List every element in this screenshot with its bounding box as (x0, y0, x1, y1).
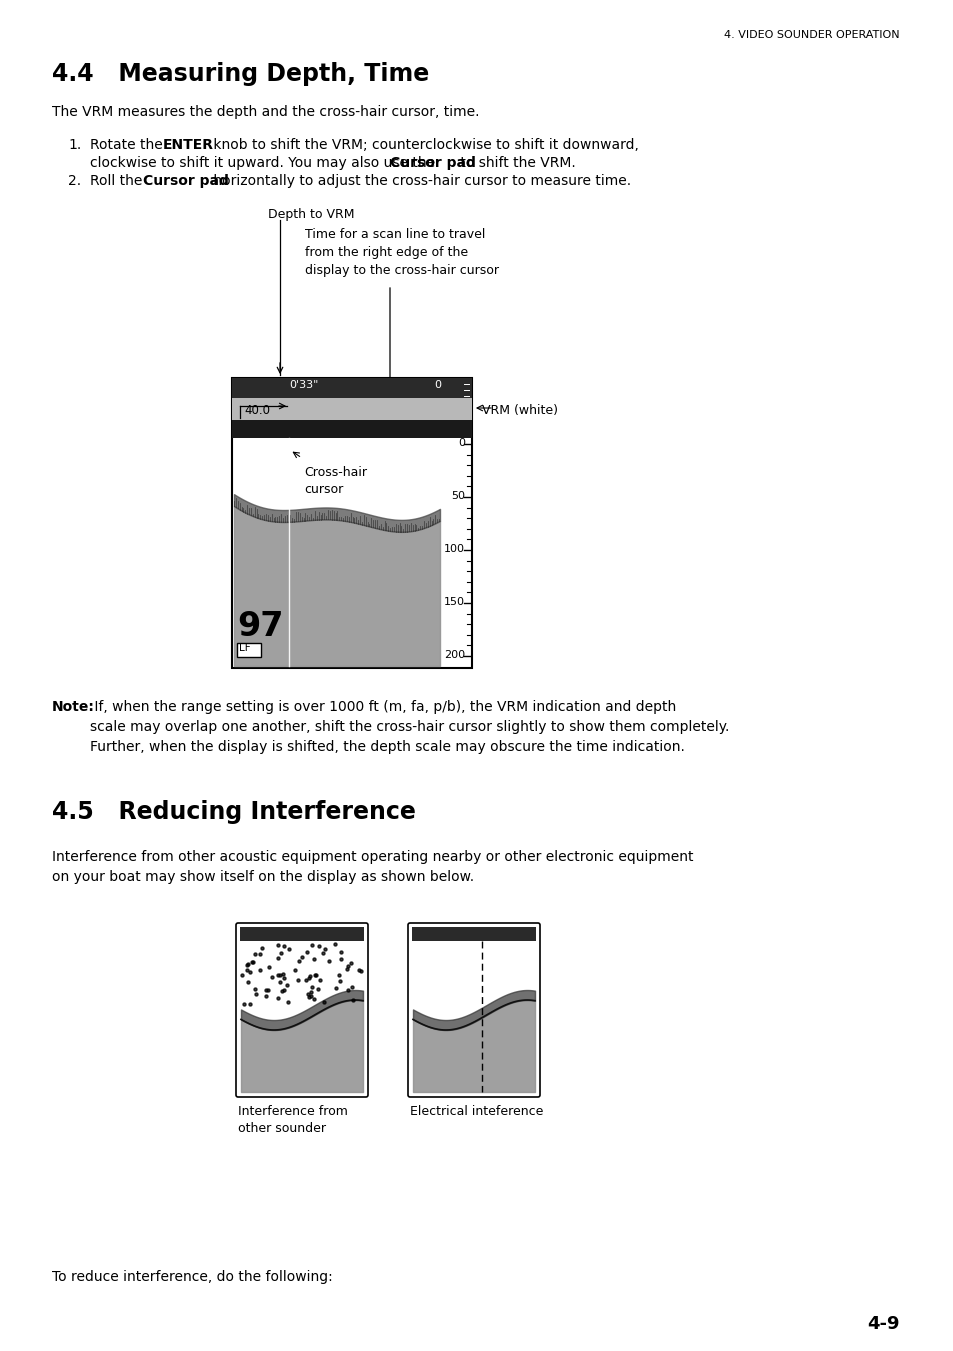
Bar (232, 378, 472, 667)
Text: 97: 97 (236, 611, 283, 643)
Text: Cursor pad: Cursor pad (143, 174, 229, 188)
Text: 50: 50 (451, 490, 464, 501)
Text: 1.: 1. (68, 138, 81, 153)
Text: 100: 100 (443, 544, 464, 554)
Text: 2.: 2. (68, 174, 81, 188)
Text: Electrical inteference: Electrical inteference (410, 1105, 543, 1119)
Text: knob to shift the VRM; counterclockwise to shift it downward,: knob to shift the VRM; counterclockwise … (209, 138, 639, 153)
Text: Interference from other acoustic equipment operating nearby or other electronic : Interference from other acoustic equipme… (52, 850, 693, 884)
Text: To reduce interference, do the following:: To reduce interference, do the following… (52, 1270, 333, 1283)
Text: Rotate the: Rotate the (90, 138, 167, 153)
Bar (412, 927, 536, 942)
Text: LF: LF (239, 643, 251, 653)
Text: clockwise to shift it upward. You may also use the: clockwise to shift it upward. You may al… (90, 155, 439, 170)
FancyBboxPatch shape (235, 923, 368, 1097)
Bar (240, 927, 364, 942)
Text: 0: 0 (457, 438, 464, 449)
Bar (236, 643, 261, 657)
Text: VRM (white): VRM (white) (481, 404, 558, 417)
Text: The VRM measures the depth and the cross-hair cursor, time.: The VRM measures the depth and the cross… (52, 105, 479, 119)
Text: horizontally to adjust the cross-hair cursor to measure time.: horizontally to adjust the cross-hair cu… (209, 174, 631, 188)
Bar (232, 399, 472, 420)
Text: 0'33": 0'33" (289, 380, 318, 390)
Text: If, when the range setting is over 1000 ft (m, fa, p/b), the VRM indication and : If, when the range setting is over 1000 … (90, 700, 729, 754)
Text: Cross-hair
cursor: Cross-hair cursor (304, 466, 367, 496)
Text: 4.5   Reducing Interference: 4.5 Reducing Interference (52, 800, 416, 824)
Bar (232, 420, 472, 438)
Text: 4. VIDEO SOUNDER OPERATION: 4. VIDEO SOUNDER OPERATION (723, 30, 899, 41)
Text: ENTER: ENTER (163, 138, 213, 153)
Text: Interference from
other sounder: Interference from other sounder (237, 1105, 348, 1135)
Text: to shift the VRM.: to shift the VRM. (456, 155, 576, 170)
FancyBboxPatch shape (408, 923, 539, 1097)
Text: Note:: Note: (52, 700, 94, 713)
Text: 0: 0 (434, 380, 440, 390)
Text: 200: 200 (443, 650, 464, 661)
Text: 40.0: 40.0 (244, 404, 270, 417)
Bar (232, 378, 472, 399)
Text: 150: 150 (443, 597, 464, 607)
Text: Cursor pad: Cursor pad (390, 155, 476, 170)
Text: 4.4   Measuring Depth, Time: 4.4 Measuring Depth, Time (52, 62, 429, 86)
Text: 4-9: 4-9 (866, 1315, 899, 1333)
Text: Time for a scan line to travel
from the right edge of the
display to the cross-h: Time for a scan line to travel from the … (305, 228, 498, 277)
Text: Depth to VRM: Depth to VRM (268, 208, 355, 222)
Text: Roll the: Roll the (90, 174, 147, 188)
